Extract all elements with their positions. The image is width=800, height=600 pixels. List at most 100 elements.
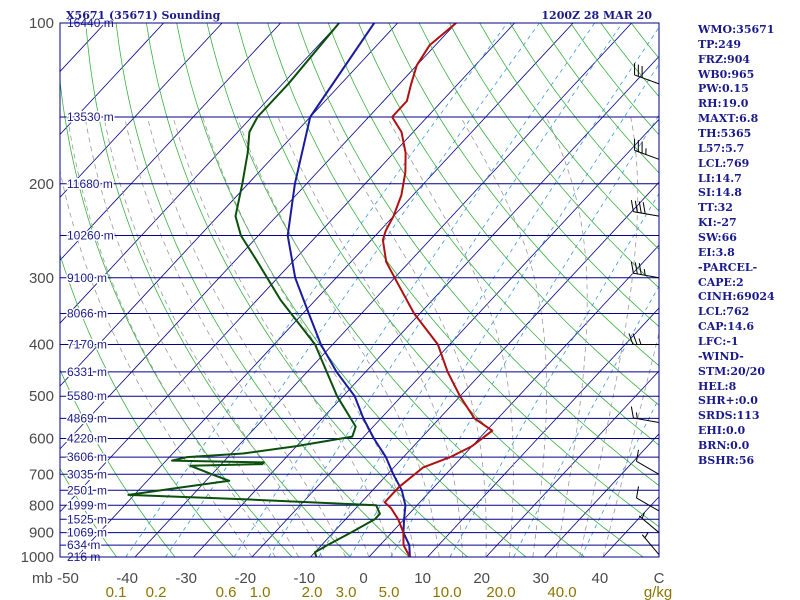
pressure-unit-label: mb — [32, 570, 53, 587]
wind-barb — [630, 261, 660, 279]
wind-barb — [638, 512, 660, 533]
parcel-trace — [286, 23, 411, 557]
wind-barb-flag — [638, 338, 642, 345]
wind-barb — [634, 138, 660, 160]
wind-barb-flag — [641, 512, 645, 519]
index-entry: L57:5.7 — [698, 141, 745, 155]
isotherm-line — [60, 23, 281, 261]
pressure-label: 800 — [29, 497, 54, 514]
temperature-trace — [381, 23, 494, 557]
height-label: 2501 m — [67, 483, 107, 497]
height-label: 634 m — [67, 538, 100, 552]
mixing-ratio-label: 3.0 — [336, 584, 357, 600]
index-entry: SI:14.8 — [698, 186, 742, 200]
wind-barbs — [628, 63, 660, 555]
dewpoint-trace — [127, 23, 381, 557]
moist-adiabat — [67, 116, 276, 557]
temperature-label: C — [654, 570, 665, 587]
isotherm-line — [60, 23, 164, 136]
moist-adiabat — [147, 116, 370, 557]
moist-adiabat — [124, 116, 346, 557]
moist-adiabat — [326, 116, 487, 557]
isotherm-line — [60, 23, 457, 450]
temperature-label: 30 — [532, 570, 549, 587]
isotherm-line — [193, 55, 659, 557]
pressure-label: 100 — [29, 15, 54, 32]
sounding-indices: WMO:35671 TP:249 FRZ:904 WB0:965 PW:0.15 RH:1… — [698, 23, 775, 469]
index-entry: SW:66 — [698, 231, 737, 245]
isotherm-line — [544, 433, 659, 557]
index-entry: LCL:769 — [698, 156, 750, 170]
height-label: 1999 m — [67, 498, 107, 512]
pressure-label: 500 — [29, 388, 54, 405]
height-label: 4869 m — [67, 411, 107, 425]
wind-barb-flag — [643, 269, 646, 276]
index-entry: WB0:965 — [698, 67, 755, 81]
temperature-label: 10 — [414, 570, 431, 587]
wind-barb — [641, 532, 660, 555]
height-label: 1069 m — [67, 526, 107, 540]
height-label: 5580 m — [67, 389, 107, 403]
station-title: X5671 (35671) Sounding — [66, 9, 221, 22]
temperature-label: -20 — [234, 570, 256, 587]
mixing-ratio-label: 40.0 — [547, 584, 576, 600]
wind-barb-staff — [633, 272, 660, 279]
height-label: 4220 m — [67, 432, 107, 446]
isotherm-line — [427, 307, 659, 557]
index-entry: BSHR:56 — [698, 453, 755, 467]
wind-barb-staff — [634, 74, 660, 85]
index-entry: LI:14.7 — [698, 171, 742, 185]
mixing-ratio-label: 2.0 — [302, 584, 323, 600]
wind-barb-flag — [630, 261, 634, 274]
wind-barb-flag — [630, 406, 634, 419]
wind-barb — [635, 486, 660, 512]
wind-barb — [635, 449, 660, 475]
valid-time: 1200Z 28 MAR 20 — [541, 9, 652, 22]
pressure-label: 700 — [29, 466, 54, 483]
index-entry: TH:5365 — [698, 127, 752, 141]
wind-barb-flag — [628, 333, 634, 345]
height-label: 13530 m — [67, 110, 114, 124]
index-entry: HEL:8 — [698, 379, 737, 393]
height-label: 3606 m — [67, 450, 107, 464]
wind-barb-staff — [633, 417, 660, 424]
plot-frame — [59, 22, 660, 558]
moist-adiabat — [236, 116, 440, 557]
wind-barb — [630, 406, 660, 424]
index-entry: EHI:0.0 — [698, 424, 746, 438]
wind-barb-staff — [641, 534, 660, 555]
wind-barb-flag — [635, 486, 640, 499]
wind-barb-staff — [638, 515, 660, 533]
profiles — [127, 23, 494, 557]
temperature-label: 40 — [592, 570, 609, 587]
wind-barb — [634, 63, 660, 85]
height-label: 10260 m — [67, 228, 114, 242]
wind-barb-flag — [634, 262, 638, 275]
mixing-ratio-label: 1.0 — [250, 584, 271, 600]
isotherm-line — [60, 23, 223, 198]
index-entry: CAP:14.6 — [698, 320, 755, 334]
moist-adiabat — [602, 331, 659, 557]
mixing-ratio-label: 10.0 — [432, 584, 461, 600]
pressure-label: 900 — [29, 525, 54, 542]
wind-barb-flag — [638, 201, 642, 214]
height-label: 7170 m — [67, 338, 107, 352]
index-entry: EI:3.8 — [698, 245, 735, 259]
wind-barb-flag — [635, 412, 638, 419]
isotherm-line — [310, 181, 659, 557]
index-entry: LFC:-1 — [698, 335, 739, 349]
wind-barb-staff — [636, 497, 660, 512]
mixing-ratio-label: 0.1 — [106, 584, 127, 600]
wind-barb-staff — [634, 149, 660, 160]
pressure-label: 400 — [29, 337, 54, 354]
mixing-ratio-label: 20.0 — [486, 584, 515, 600]
temperature-label: -50 — [57, 570, 79, 587]
index-entry: MAXT:6.8 — [698, 112, 759, 126]
mixing-ratio-label: 0.2 — [146, 584, 167, 600]
mixing-ratio-label: 5.0 — [379, 584, 400, 600]
moist-adiabat — [103, 116, 323, 557]
height-label: 1525 m — [67, 512, 107, 526]
wind-barb-staff — [633, 211, 660, 217]
moist-adiabat — [277, 116, 463, 557]
